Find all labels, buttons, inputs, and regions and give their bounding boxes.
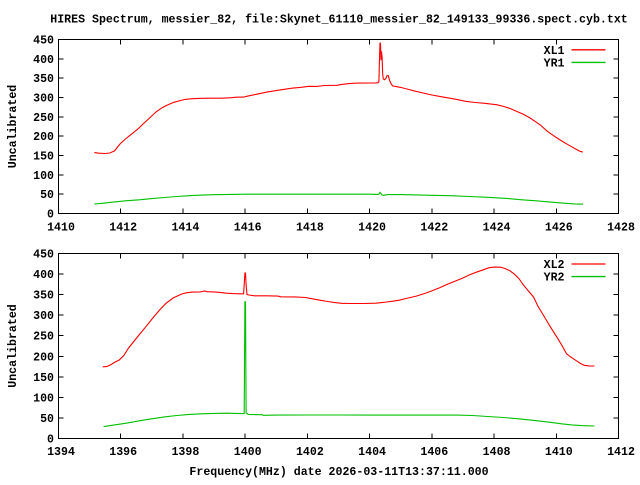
svg-text:1412: 1412: [607, 446, 635, 459]
svg-text:450: 450: [33, 35, 54, 48]
svg-text:1414: 1414: [171, 222, 199, 235]
svg-text:Uncalibrated: Uncalibrated: [7, 85, 20, 169]
svg-text:1410: 1410: [545, 446, 573, 459]
svg-text:50: 50: [40, 413, 54, 426]
svg-text:Frequency(MHz) date 2026-03-11: Frequency(MHz) date 2026-03-11T13:37:11.…: [189, 466, 488, 479]
svg-text:100: 100: [33, 170, 54, 183]
svg-text:1418: 1418: [296, 222, 324, 235]
svg-text:300: 300: [33, 93, 54, 106]
svg-text:1400: 1400: [234, 446, 262, 459]
svg-text:1398: 1398: [171, 446, 199, 459]
svg-text:Uncalibrated: Uncalibrated: [7, 304, 20, 388]
svg-text:1412: 1412: [109, 222, 137, 235]
svg-text:300: 300: [33, 310, 54, 323]
svg-text:XL2: XL2: [544, 259, 565, 272]
svg-text:YR1: YR1: [544, 57, 565, 70]
svg-text:1426: 1426: [545, 222, 573, 235]
svg-text:YR2: YR2: [544, 272, 565, 285]
svg-text:1422: 1422: [420, 222, 448, 235]
svg-text:250: 250: [33, 112, 54, 125]
svg-text:1428: 1428: [607, 222, 635, 235]
svg-text:1416: 1416: [234, 222, 262, 235]
svg-text:400: 400: [33, 269, 54, 282]
svg-text:350: 350: [33, 290, 54, 303]
svg-text:HIRES Spectrum, messier_82, fi: HIRES Spectrum, messier_82, file:Skynet_…: [50, 14, 627, 27]
svg-text:1420: 1420: [358, 222, 386, 235]
svg-text:150: 150: [33, 372, 54, 385]
svg-text:XL1: XL1: [544, 45, 565, 58]
svg-text:100: 100: [33, 392, 54, 405]
svg-text:0: 0: [47, 209, 54, 222]
svg-text:200: 200: [33, 131, 54, 144]
svg-text:1394: 1394: [47, 446, 75, 459]
svg-text:0: 0: [47, 434, 54, 447]
svg-text:450: 450: [33, 249, 54, 262]
svg-text:350: 350: [33, 73, 54, 86]
svg-text:1406: 1406: [420, 446, 448, 459]
svg-text:1404: 1404: [358, 446, 386, 459]
svg-text:1408: 1408: [483, 446, 511, 459]
svg-text:1410: 1410: [47, 222, 75, 235]
svg-text:250: 250: [33, 331, 54, 344]
svg-text:1396: 1396: [109, 446, 137, 459]
svg-text:200: 200: [33, 351, 54, 364]
svg-text:50: 50: [40, 189, 54, 202]
svg-text:400: 400: [33, 54, 54, 67]
svg-text:1424: 1424: [483, 222, 511, 235]
svg-text:1402: 1402: [296, 446, 324, 459]
svg-text:150: 150: [33, 151, 54, 164]
